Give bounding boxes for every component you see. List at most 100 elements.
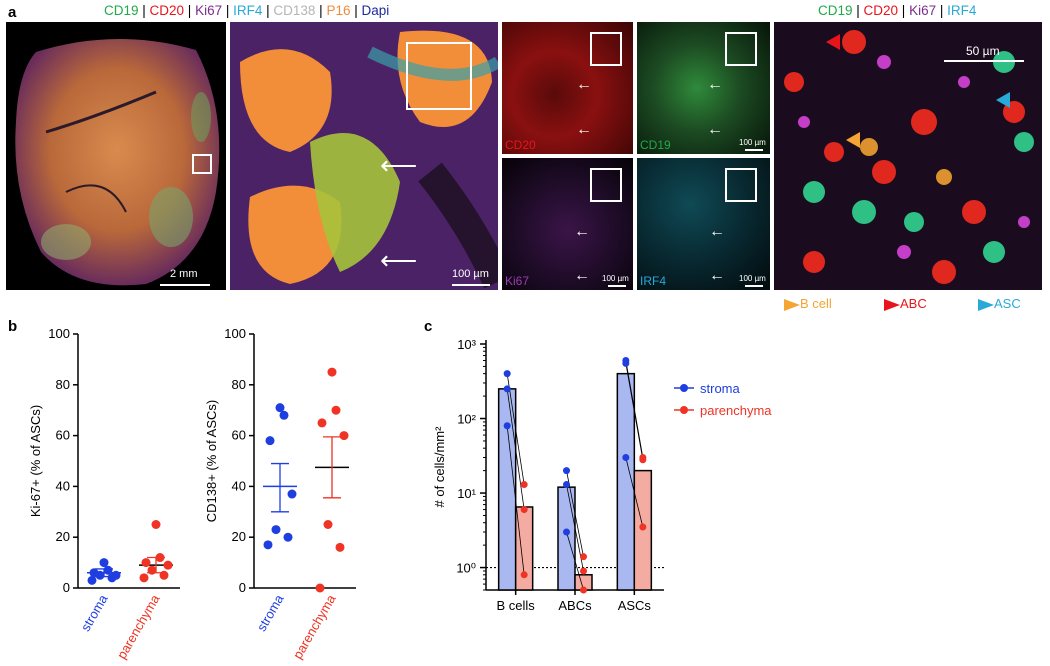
cd138-stroma-xlabel: stroma bbox=[254, 591, 287, 634]
legend-marker-parenchyma bbox=[680, 406, 688, 414]
detail-scale-label: 50 µm bbox=[966, 44, 1000, 58]
detail-scalebar bbox=[944, 60, 1024, 62]
bar-ytick-label-3: 10³ bbox=[457, 337, 476, 352]
cd138-stroma-point bbox=[279, 410, 289, 420]
bar-stroma-point bbox=[622, 359, 630, 367]
marker-legend-top-item-7: | bbox=[262, 3, 274, 18]
marker-legend-top-item-12: Dapi bbox=[361, 3, 390, 18]
cd138-stroma-point bbox=[283, 532, 293, 542]
cd20-inset-box bbox=[590, 32, 622, 66]
abc-triangle-icon bbox=[884, 298, 900, 311]
cell-detail-image: 50 µm bbox=[774, 22, 1042, 290]
bar-ytick-label-1: 10¹ bbox=[457, 486, 476, 501]
cd138-parenchyma-point bbox=[335, 542, 345, 552]
irf4-arrow-1: ← bbox=[709, 223, 725, 240]
marker-legend-detail-item-3: | bbox=[898, 3, 910, 18]
bar-stroma-point bbox=[503, 422, 511, 430]
bar-parenchyma-point bbox=[639, 456, 647, 464]
marker-legend-detail-item-5: | bbox=[936, 3, 948, 18]
panel-a-letter: a bbox=[8, 4, 17, 21]
marker-legend-top-item-9: | bbox=[315, 3, 327, 18]
ki67-ytick-label-0: 0 bbox=[63, 580, 70, 595]
marker-legend-top-item-1: | bbox=[138, 3, 150, 18]
bar-parenchyma-point bbox=[520, 571, 528, 579]
bar-stroma-0 bbox=[497, 388, 517, 591]
marker-legend-top-item-0: CD19 bbox=[104, 3, 139, 18]
pair-line bbox=[625, 363, 644, 460]
bar-xtick-label-2: ASCs bbox=[618, 598, 652, 613]
bar-parenchyma-point bbox=[520, 481, 528, 489]
ki67-stroma-point bbox=[87, 575, 97, 585]
tissue-overview-image: 2 mm bbox=[6, 22, 226, 290]
cd138-stroma-point bbox=[275, 403, 285, 413]
key-asc: ASC bbox=[978, 296, 1021, 311]
marker-legend-top-item-2: CD20 bbox=[149, 3, 185, 18]
cd138-ytick-label-60: 60 bbox=[232, 428, 246, 443]
irf4-arrow-2: ← bbox=[709, 267, 725, 284]
marker-legend-top-item-5: | bbox=[222, 3, 234, 18]
bar-stroma-point bbox=[622, 453, 630, 461]
cd19-scalebar bbox=[745, 149, 763, 151]
ki67-scatter-chart: 0 20 40 60 80 100 Ki-67+ (% of ASCs) stroma pare… bbox=[28, 326, 180, 661]
marker-legend-top-item-4: Ki67 bbox=[195, 3, 223, 18]
cd138-parenchyma-xlabel: parenchyma bbox=[290, 591, 339, 661]
zoom-arrow-1: ⟵ bbox=[380, 150, 418, 180]
cd138-parenchyma-point bbox=[315, 583, 325, 593]
ki67-ytick-label-100: 100 bbox=[48, 326, 70, 341]
cd20-channel-image: ← ← CD20 bbox=[502, 22, 633, 154]
ki67-scale-label: 100 µm bbox=[602, 274, 629, 283]
cd19-arrow-2: ← bbox=[707, 121, 723, 138]
ki67-ylabel: Ki-67+ (% of ASCs) bbox=[28, 405, 43, 517]
bar-stroma-point bbox=[503, 370, 511, 378]
cd20-arrow-1: ← bbox=[576, 76, 592, 93]
ki67-parenchyma-point bbox=[151, 520, 161, 529]
marker-legend-detail-item-0: CD19 bbox=[818, 3, 853, 18]
cd138-ylabel: CD138+ (% of ASCs) bbox=[204, 400, 219, 522]
bar-xtick-label-0: B cells bbox=[497, 598, 536, 613]
cd138-stroma-point bbox=[287, 489, 297, 499]
ki67-arrow-1: ← bbox=[574, 223, 590, 240]
cd19-scale-label: 100 µm bbox=[739, 138, 766, 147]
bar-ylabel: # of cells/mm² bbox=[432, 426, 447, 508]
ki67-stroma-xlabel: stroma bbox=[78, 591, 111, 634]
overview-scalebar bbox=[160, 284, 210, 286]
marker-legend-top-item-10: P16 bbox=[326, 3, 351, 18]
cd138-ytick-label-0: 0 bbox=[239, 580, 246, 595]
pair-line bbox=[506, 388, 525, 510]
marker-legend-detail: CD19 | CD20 | Ki67 | IRF4 bbox=[818, 3, 976, 18]
key-b-cell: B cell bbox=[784, 296, 832, 311]
irf4-scale-label: 100 µm bbox=[739, 274, 766, 283]
ki67-parenchyma-point bbox=[159, 570, 169, 580]
marker-legend-detail-item-6: IRF4 bbox=[947, 3, 977, 18]
ki67-parenchyma-point bbox=[155, 553, 165, 563]
bar-ytick-label-2: 10² bbox=[457, 412, 476, 427]
zoom-inset-box bbox=[406, 42, 472, 110]
pair-line bbox=[566, 531, 584, 591]
bar-parenchyma-point bbox=[580, 553, 587, 561]
ki67-parenchyma-point bbox=[147, 565, 157, 575]
bar-stroma-point bbox=[563, 467, 570, 475]
cd19-inset-box bbox=[725, 32, 757, 66]
cd19-label: CD19 bbox=[640, 138, 671, 152]
cd138-ytick-label-40: 40 bbox=[232, 478, 246, 493]
cd20-label: CD20 bbox=[505, 138, 536, 152]
marker-legend-top: CD19 | CD20 | Ki67 | IRF4 | CD138 | P16 … bbox=[104, 3, 389, 18]
legend-label-parenchyma: parenchyma bbox=[700, 403, 772, 418]
legend-marker-stroma bbox=[680, 384, 688, 392]
ki67-stroma-point bbox=[111, 570, 121, 580]
irf4-channel-image: ← ← IRF4 100 µm bbox=[637, 158, 770, 290]
bar-stroma-point bbox=[563, 528, 570, 536]
cd138-parenchyma-point bbox=[323, 520, 333, 529]
cd138-parenchyma-point bbox=[339, 431, 349, 441]
pair-line bbox=[625, 360, 644, 458]
marker-legend-top-item-6: IRF4 bbox=[233, 3, 263, 18]
ki67-stroma-point bbox=[89, 568, 99, 578]
pair-line bbox=[625, 457, 644, 528]
zoom-arrow-2: ⟵ bbox=[380, 245, 418, 275]
ki67-stroma-point bbox=[103, 565, 113, 575]
panel-c-letter: c bbox=[424, 318, 433, 335]
ki67-stroma-point bbox=[99, 558, 109, 568]
ki67-scalebar bbox=[608, 285, 626, 287]
asc-triangle-icon bbox=[978, 298, 994, 311]
cd20-arrow-2: ← bbox=[576, 121, 592, 138]
